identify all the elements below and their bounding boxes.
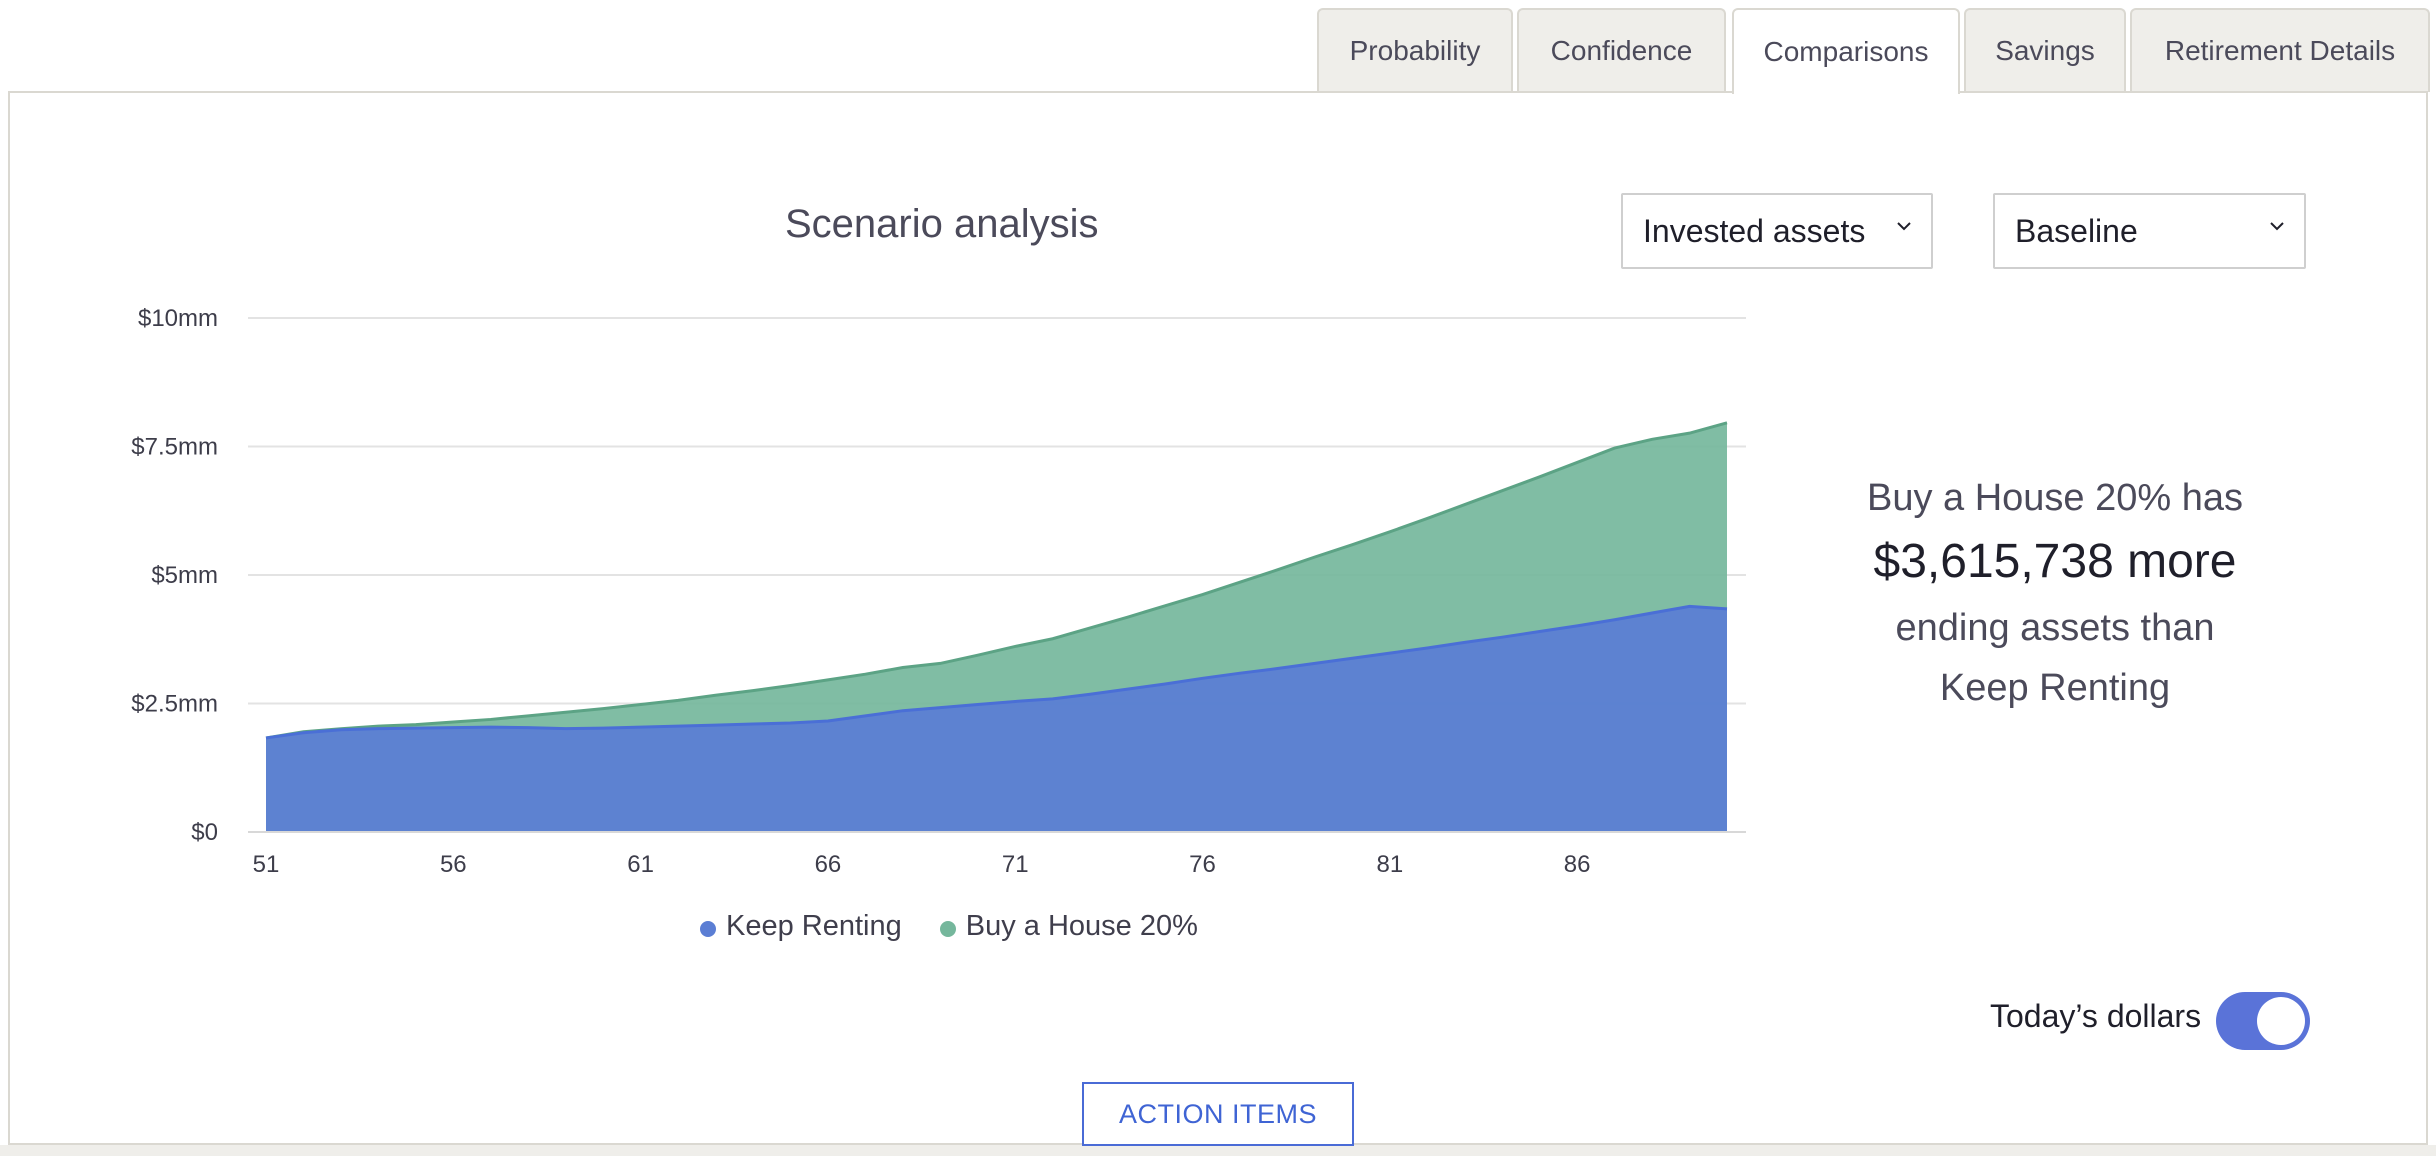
toggle-knob (2257, 997, 2305, 1045)
bottom-strip (0, 1145, 2436, 1156)
tab-comparisons[interactable]: Comparisons (1732, 8, 1960, 94)
chevron-down-icon (1897, 222, 1911, 231)
todays-dollars-label: Today’s dollars (1990, 998, 2202, 1034)
x-tick-label: 61 (627, 851, 654, 878)
legend-item-buy-house[interactable]: Buy a House 20% (939, 910, 1198, 943)
x-tick-label: 51 (253, 851, 280, 878)
summary-line-3: ending assets than (1895, 607, 2215, 649)
y-tick-label: $7.5mm (131, 434, 218, 461)
x-tick-label: 66 (815, 851, 842, 878)
legend-dot-buy-house (939, 920, 956, 937)
line-keep-renting (265, 604, 1728, 740)
x-tick-label: 81 (1376, 851, 1403, 878)
comparison-summary: Buy a House 20% has $3,615,738 more endi… (1800, 470, 2310, 718)
tab-savings[interactable]: Savings (1964, 8, 2126, 92)
action-items-button[interactable]: ACTION ITEMS (1082, 1082, 1354, 1146)
metric-select[interactable]: Invested assets (1621, 193, 1933, 269)
legend-label-buy-house: Buy a House 20% (965, 910, 1198, 942)
summary-line-4: Keep Renting (1939, 667, 2171, 709)
todays-dollars-toggle[interactable] (2216, 992, 2310, 1050)
x-tick-label: 76 (1189, 851, 1216, 878)
scenario-select[interactable]: Baseline (1993, 193, 2306, 269)
line-buy-house (265, 421, 1728, 740)
x-tick-label: 56 (440, 851, 467, 878)
tab-bar: Probability Confidence Comparisons Savin… (0, 8, 2436, 94)
chart-legend: Keep Renting Buy a House 20% (700, 910, 1236, 943)
tab-probability[interactable]: Probability (1317, 8, 1513, 92)
legend-dot-keep-renting (700, 920, 716, 937)
scenario-select-value: Baseline (2015, 212, 2138, 249)
area-keep-renting (266, 606, 1727, 832)
chart-title: Scenario analysis (785, 202, 1099, 246)
tab-retirement-details[interactable]: Retirement Details (2130, 8, 2430, 92)
tab-confidence[interactable]: Confidence (1517, 8, 1726, 92)
legend-label-keep-renting: Keep Renting (726, 910, 902, 942)
y-tick-label: $5mm (151, 562, 218, 589)
y-tick-label: $0 (191, 819, 218, 846)
summary-line-1: Buy a House 20% has (1866, 477, 2243, 519)
y-tick-label: $10mm (138, 305, 218, 332)
legend-item-keep-renting[interactable]: Keep Renting (700, 910, 902, 943)
metric-select-value: Invested assets (1643, 212, 1866, 249)
y-tick-label: $2.5mm (131, 691, 218, 718)
x-tick-label: 71 (1002, 851, 1029, 878)
x-tick-label: 86 (1564, 851, 1591, 878)
chevron-down-icon (2270, 222, 2284, 231)
summary-amount: $3,615,738 more (1873, 535, 2237, 588)
